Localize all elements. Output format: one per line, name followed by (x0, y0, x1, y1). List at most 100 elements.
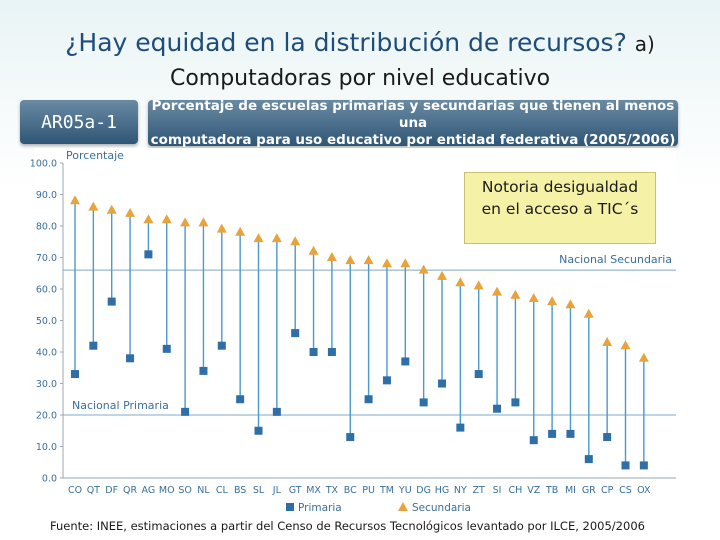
note-line-2: en el acceso a TIC´s (481, 200, 639, 218)
y-tick-label: 20.0 (36, 411, 57, 422)
secundaria-point (602, 337, 613, 347)
primaria-point (621, 461, 630, 470)
primaria-point (419, 398, 428, 407)
secundaria-point (180, 217, 191, 227)
primaria-point (144, 250, 153, 259)
x-tick-label: BC (344, 485, 357, 496)
primaria-point (217, 341, 226, 350)
x-tick-label: CL (216, 485, 229, 496)
primaria-point (254, 426, 263, 435)
secundaria-point (70, 195, 80, 205)
chart-header-box: Porcentaje de escuelas primarias y secun… (148, 97, 678, 148)
x-tick-label: NL (197, 485, 210, 496)
x-tick-label: SI (493, 485, 502, 496)
x-tick-label: VZ (527, 485, 540, 496)
x-tick-label: MX (306, 485, 321, 496)
x-tick-label: DG (416, 485, 431, 496)
primaria-point (71, 370, 79, 379)
y-tick-label: 50.0 (36, 316, 57, 327)
secundaria-point (381, 258, 392, 268)
primaria-point (346, 433, 355, 442)
x-tick-label: GR (582, 485, 596, 496)
primaria-point (162, 344, 171, 353)
secundaria-point (345, 255, 356, 265)
x-tick-label: QR (123, 485, 137, 496)
primaria-point (126, 354, 135, 363)
x-tick-label: BS (234, 485, 246, 496)
primaria-point (236, 395, 245, 404)
title-suffix: a) (634, 32, 655, 56)
secundaria-point (638, 352, 649, 362)
primaria-point (603, 433, 612, 442)
y-tick-label: 100.0 (30, 159, 57, 170)
x-tick-label: MO (159, 485, 175, 496)
secundaria-point (418, 264, 429, 274)
secundaria-point (455, 277, 466, 287)
y-tick-label: 40.0 (36, 348, 57, 359)
secundaria-point (473, 280, 484, 290)
secundaria-point (400, 258, 411, 268)
y-tick-label: 0.0 (42, 474, 57, 485)
y-tick-label: 90.0 (36, 190, 57, 201)
x-tick-label: JL (272, 485, 282, 496)
secundaria-point (143, 214, 154, 224)
y-axis-title: Porcentaje (66, 149, 124, 162)
primaria-point (401, 357, 410, 366)
secundaria-point (620, 340, 631, 350)
legend-secundaria-marker (398, 502, 408, 511)
header-line-1: Porcentaje de escuelas primarias y secun… (151, 97, 675, 131)
x-tick-label: PU (362, 485, 375, 496)
primaria-point (272, 407, 281, 416)
primaria-point (327, 348, 336, 356)
primaria-point (456, 423, 465, 432)
x-tick-label: HG (435, 485, 450, 496)
secundaria-point (528, 292, 539, 302)
source-footnote: Fuente: INEE, estimaciones a partir del … (50, 519, 645, 533)
x-tick-label: TB (545, 485, 558, 496)
secundaria-point (271, 233, 282, 243)
x-tick-label: TM (379, 485, 394, 496)
note-line-1: Notoria desigualdad (481, 178, 639, 196)
secundaria-point (547, 296, 558, 306)
primaria-point (364, 395, 373, 404)
primaria-point (584, 455, 593, 464)
x-tick-label: ZT (473, 485, 486, 496)
secundaria-point (253, 233, 264, 243)
x-tick-label: GT (289, 485, 302, 496)
x-tick-label: CS (619, 485, 632, 496)
primaria-point (199, 366, 208, 375)
secundaria-point (510, 289, 521, 299)
title-main: ¿Hay equidad en la distribución de recur… (65, 28, 627, 57)
secundaria-point (437, 270, 447, 280)
secundaria-point (216, 223, 227, 233)
secundaria-point (88, 201, 99, 211)
x-tick-label: OX (637, 485, 651, 496)
x-tick-label: DF (105, 485, 118, 496)
x-tick-label: CP (601, 485, 614, 496)
secundaria-point (235, 226, 246, 236)
secundaria-point (492, 286, 503, 296)
x-tick-label: MI (565, 485, 576, 496)
primaria-point (89, 341, 98, 350)
reference-label-secundaria: Nacional Secundaria (559, 253, 672, 266)
primaria-point (107, 297, 116, 306)
slide-title: ¿Hay equidad en la distribución de recur… (0, 28, 720, 57)
y-tick-label: 80.0 (36, 222, 57, 233)
primaria-point (474, 370, 483, 379)
primaria-point (639, 461, 648, 470)
y-tick-label: 30.0 (36, 379, 57, 390)
x-tick-label: NY (454, 485, 467, 496)
legend-primaria-marker (286, 503, 294, 511)
primaria-point (181, 407, 190, 416)
indicator-code-box: AR05a-1 (20, 100, 138, 144)
primaria-point (438, 379, 446, 388)
x-tick-label: AG (142, 485, 156, 496)
y-tick-label: 60.0 (36, 285, 57, 296)
secundaria-point (106, 204, 117, 214)
y-tick-label: 70.0 (36, 253, 57, 264)
primaria-point (511, 398, 520, 407)
annotation-note: Notoria desigualdad en el acceso a TIC´s (464, 172, 656, 244)
primaria-point (291, 329, 300, 338)
x-tick-label: YU (398, 485, 412, 496)
legend-primaria-label: Primaria (298, 502, 342, 514)
